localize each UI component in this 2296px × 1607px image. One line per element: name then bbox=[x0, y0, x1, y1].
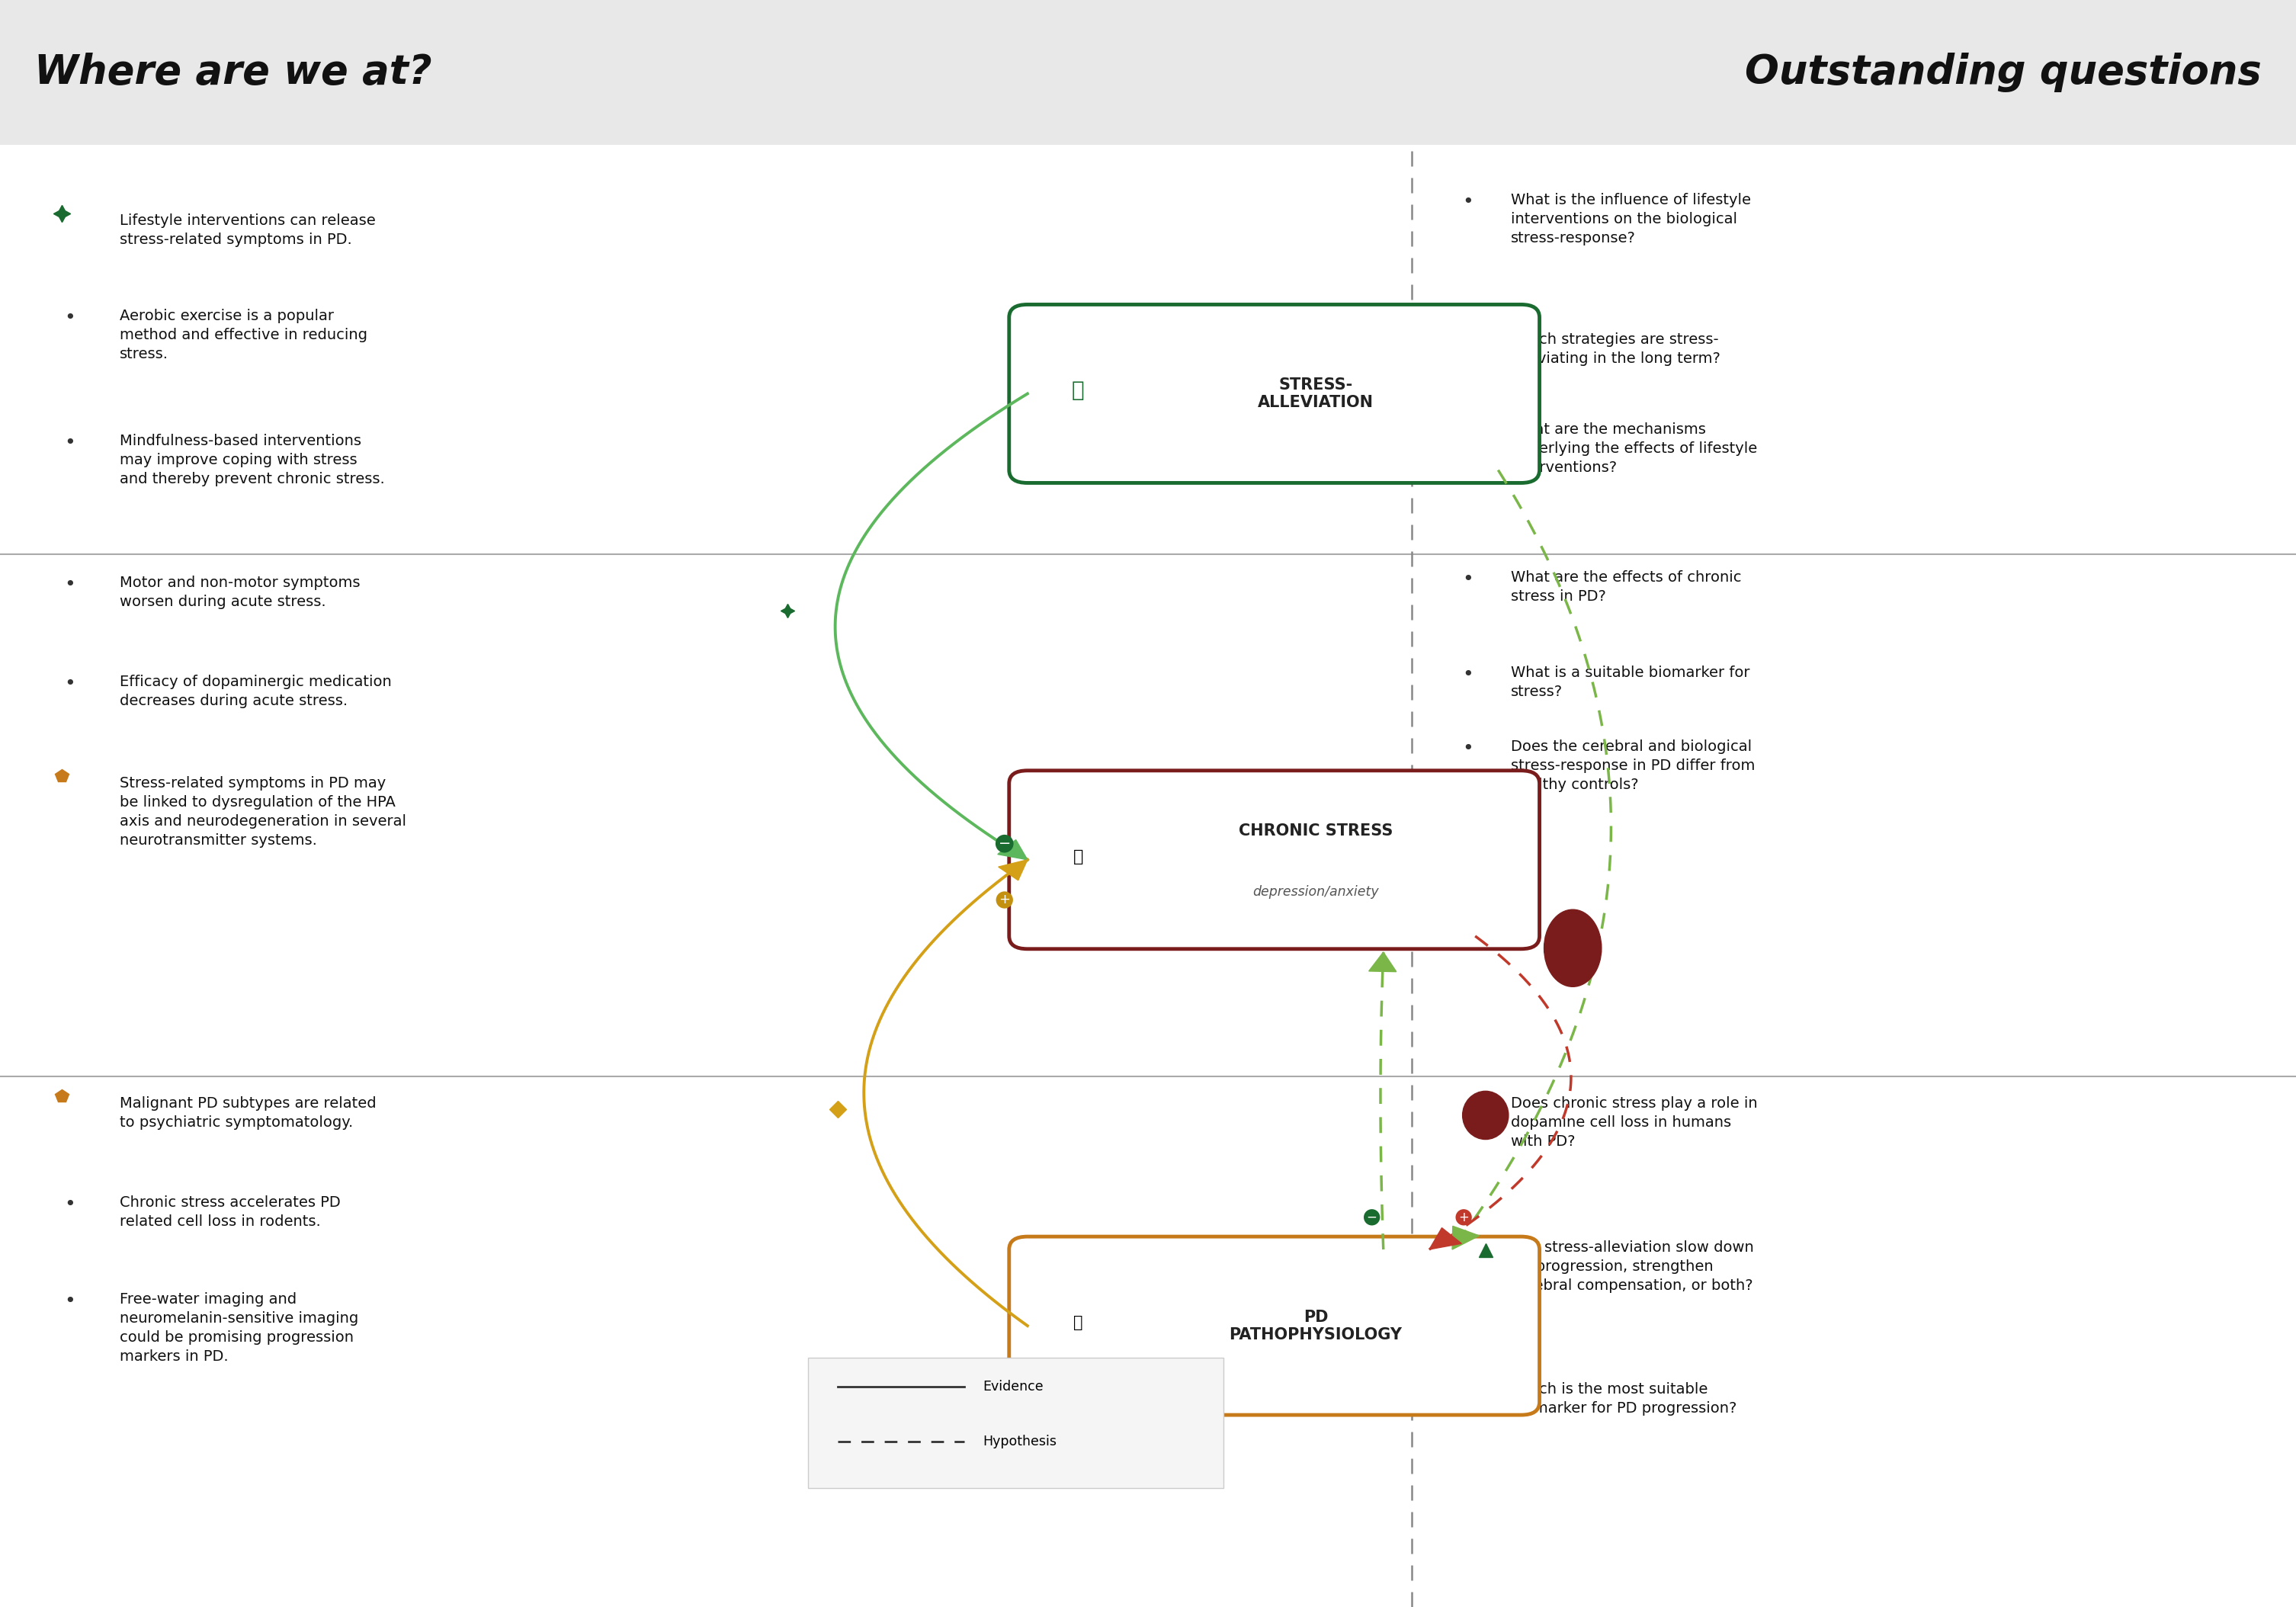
Text: •: • bbox=[1463, 1382, 1474, 1400]
Text: What is a suitable biomarker for
stress?: What is a suitable biomarker for stress? bbox=[1511, 665, 1750, 699]
Text: •: • bbox=[1463, 423, 1474, 440]
Text: Evidence: Evidence bbox=[983, 1380, 1042, 1393]
Text: 🧠: 🧠 bbox=[1072, 848, 1084, 865]
Text: •: • bbox=[64, 1196, 76, 1213]
Text: •: • bbox=[64, 309, 76, 326]
Text: Aerobic exercise is a popular
method and effective in reducing
stress.: Aerobic exercise is a popular method and… bbox=[119, 309, 367, 362]
FancyBboxPatch shape bbox=[1010, 770, 1541, 948]
Text: •: • bbox=[64, 434, 76, 452]
Text: −: − bbox=[999, 836, 1010, 852]
Text: •: • bbox=[1463, 570, 1474, 588]
Polygon shape bbox=[999, 860, 1029, 881]
Text: What are the effects of chronic
stress in PD?: What are the effects of chronic stress i… bbox=[1511, 570, 1740, 604]
Text: PD
PATHOPHYSIOLOGY: PD PATHOPHYSIOLOGY bbox=[1228, 1310, 1403, 1342]
Text: Can stress-alleviation slow down
PD progression, strengthen
cerebral compensatio: Can stress-alleviation slow down PD prog… bbox=[1511, 1241, 1754, 1294]
Text: Outstanding questions: Outstanding questions bbox=[1745, 53, 2262, 92]
Text: •: • bbox=[1463, 193, 1474, 211]
Text: Which strategies are stress-
alleviating in the long term?: Which strategies are stress- alleviating… bbox=[1511, 333, 1720, 366]
Text: Malignant PD subtypes are related
to psychiatric symptomatology.: Malignant PD subtypes are related to psy… bbox=[119, 1096, 377, 1130]
Text: ⛹: ⛹ bbox=[1072, 379, 1084, 402]
Text: depression/anxiety: depression/anxiety bbox=[1254, 885, 1378, 898]
Polygon shape bbox=[1368, 951, 1396, 972]
Text: STRESS-
ALLEVIATION: STRESS- ALLEVIATION bbox=[1258, 378, 1373, 410]
Text: Stress-related symptoms in PD may
be linked to dysregulation of the HPA
axis and: Stress-related symptoms in PD may be lin… bbox=[119, 776, 406, 848]
Text: What is the influence of lifestyle
interventions on the biological
stress-respon: What is the influence of lifestyle inter… bbox=[1511, 193, 1752, 246]
Text: Does chronic stress play a role in
dopamine cell loss in humans
with PD?: Does chronic stress play a role in dopam… bbox=[1511, 1096, 1756, 1149]
Text: •: • bbox=[64, 675, 76, 693]
Ellipse shape bbox=[1543, 910, 1603, 987]
FancyBboxPatch shape bbox=[0, 0, 2296, 145]
Text: −: − bbox=[1366, 1210, 1378, 1225]
Text: •: • bbox=[1463, 665, 1474, 683]
FancyBboxPatch shape bbox=[1010, 304, 1541, 482]
Text: Does the cerebral and biological
stress-response in PD differ from
healthy contr: Does the cerebral and biological stress-… bbox=[1511, 739, 1754, 792]
Text: Efficacy of dopaminergic medication
decreases during acute stress.: Efficacy of dopaminergic medication decr… bbox=[119, 675, 390, 709]
FancyBboxPatch shape bbox=[808, 1358, 1224, 1488]
Text: Hypothesis: Hypothesis bbox=[983, 1435, 1056, 1448]
Text: •: • bbox=[64, 1292, 76, 1310]
Text: Where are we at?: Where are we at? bbox=[34, 53, 432, 92]
Polygon shape bbox=[999, 840, 1029, 860]
Text: 🧫: 🧫 bbox=[1072, 1315, 1084, 1331]
Polygon shape bbox=[1428, 1228, 1463, 1250]
Text: •: • bbox=[1463, 333, 1474, 350]
Text: +: + bbox=[1458, 1210, 1469, 1225]
Text: Motor and non-motor symptoms
worsen during acute stress.: Motor and non-motor symptoms worsen duri… bbox=[119, 575, 360, 609]
Text: •: • bbox=[1463, 739, 1474, 757]
Text: Which is the most suitable
biomarker for PD progression?: Which is the most suitable biomarker for… bbox=[1511, 1382, 1736, 1416]
Polygon shape bbox=[1451, 1226, 1479, 1250]
Text: Mindfulness-based interventions
may improve coping with stress
and thereby preve: Mindfulness-based interventions may impr… bbox=[119, 434, 383, 487]
Text: •: • bbox=[64, 575, 76, 593]
Text: CHRONIC STRESS: CHRONIC STRESS bbox=[1238, 823, 1394, 839]
Text: Free-water imaging and
neuromelanin-sensitive imaging
could be promising progres: Free-water imaging and neuromelanin-sens… bbox=[119, 1292, 358, 1364]
Text: Lifestyle interventions can release
stress-related symptoms in PD.: Lifestyle interventions can release stre… bbox=[119, 214, 374, 247]
Ellipse shape bbox=[1463, 1091, 1508, 1139]
FancyBboxPatch shape bbox=[1010, 1237, 1541, 1416]
FancyBboxPatch shape bbox=[0, 145, 2296, 1607]
Text: +: + bbox=[999, 893, 1010, 906]
Text: Chronic stress accelerates PD
related cell loss in rodents.: Chronic stress accelerates PD related ce… bbox=[119, 1196, 340, 1229]
Text: What are the mechanisms
underlying the effects of lifestyle
interventions?: What are the mechanisms underlying the e… bbox=[1511, 423, 1756, 476]
